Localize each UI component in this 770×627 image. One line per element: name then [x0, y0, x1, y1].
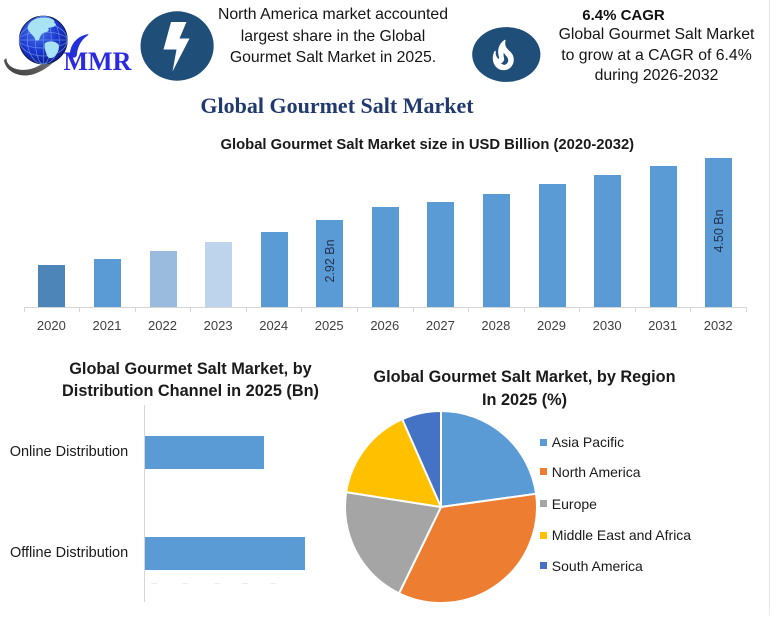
- svg-text:MMR: MMR: [64, 47, 132, 76]
